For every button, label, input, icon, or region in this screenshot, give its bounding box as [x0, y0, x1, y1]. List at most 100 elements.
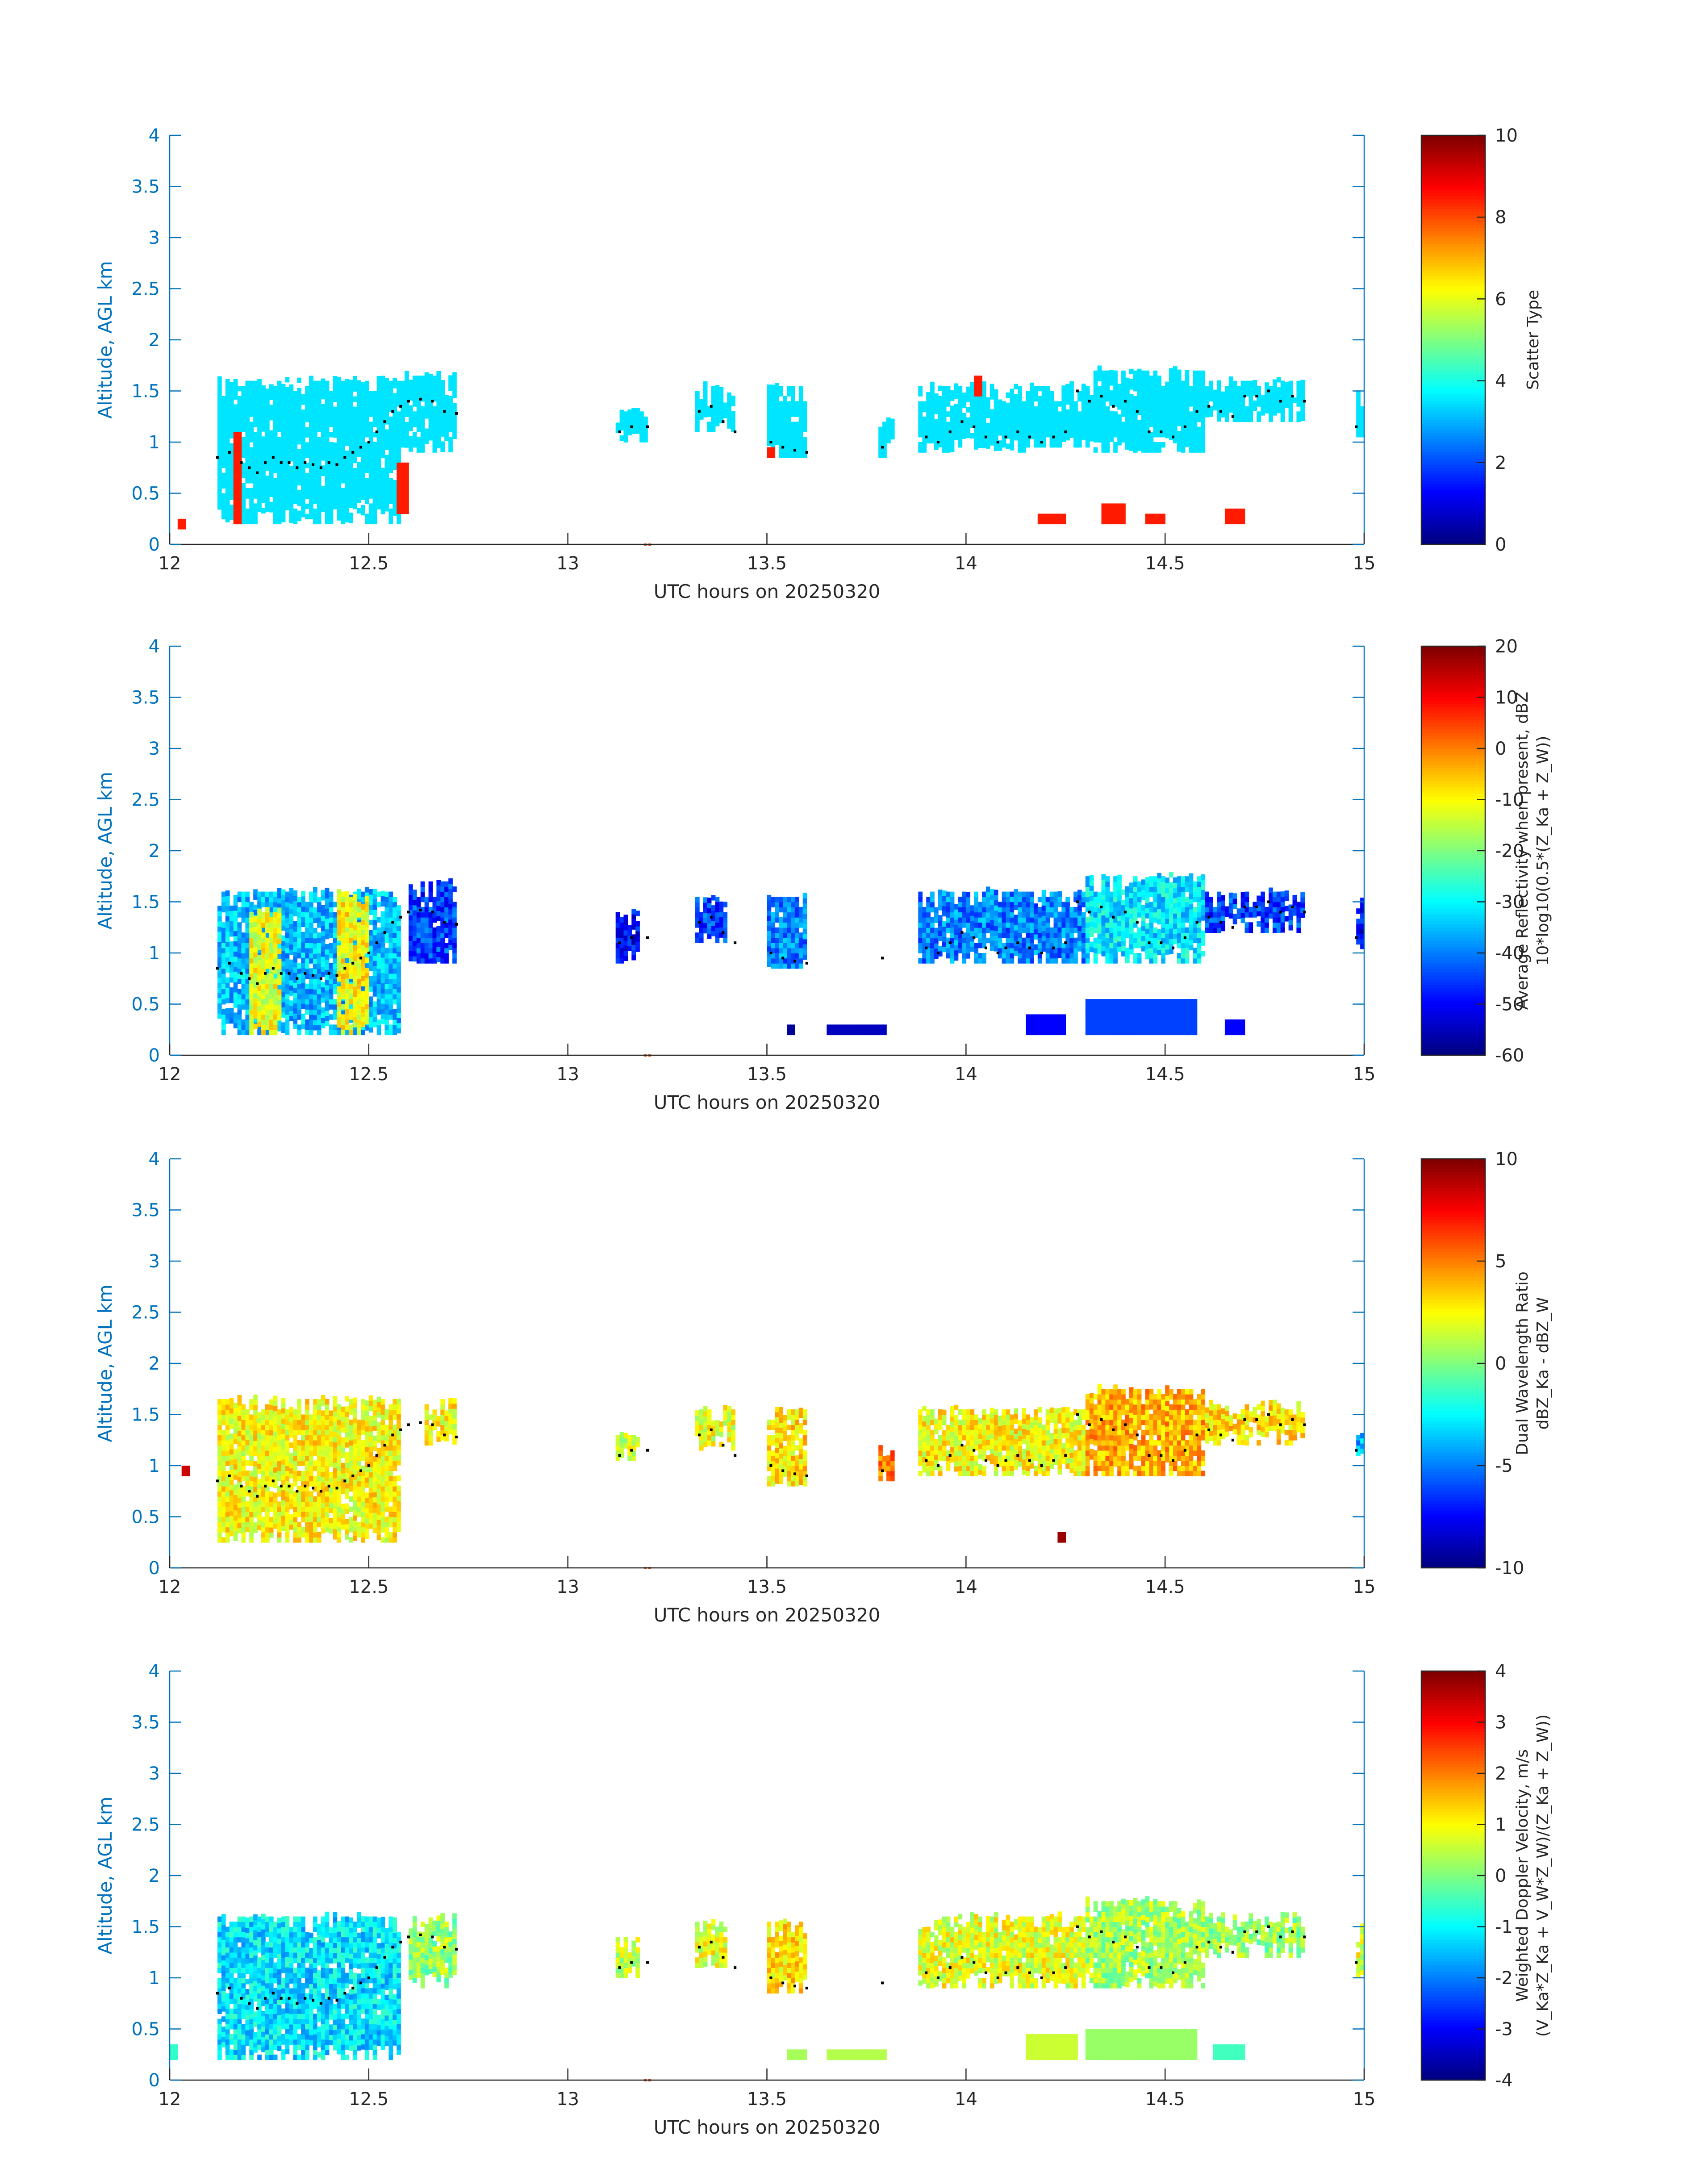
- colorbar-segment: [1421, 448, 1485, 452]
- data-cell: [783, 411, 787, 417]
- data-cell: [253, 972, 258, 978]
- data-cell: [432, 902, 437, 907]
- data-cell: [372, 1006, 377, 1012]
- data-cell: [301, 978, 305, 983]
- data-cell: [229, 479, 234, 485]
- data-cell: [1236, 386, 1241, 392]
- data-cell: [229, 977, 234, 983]
- data-cell: [245, 1024, 250, 1030]
- data-cell: [1081, 404, 1086, 410]
- cloud-base-dot: [359, 446, 362, 449]
- data-cell: [376, 917, 381, 923]
- data-cell: [357, 932, 361, 938]
- cloud-base-dot: [443, 410, 446, 413]
- data-cell: [273, 406, 278, 412]
- data-cell: [783, 932, 787, 938]
- data-cell: [237, 514, 242, 519]
- data-cell: [325, 1000, 330, 1006]
- colorbar-segment: [1421, 541, 1485, 545]
- data-cell: [333, 968, 338, 974]
- data-cell: [384, 891, 389, 897]
- data-cell: [1129, 414, 1134, 421]
- data-cell: [783, 442, 787, 448]
- data-cell: [1105, 380, 1110, 386]
- data-cell: [1045, 401, 1050, 407]
- data-cell: [416, 422, 421, 427]
- data-cell: [329, 442, 334, 448]
- data-cell: [1360, 406, 1365, 412]
- data-region: [1356, 391, 1365, 438]
- data-cell: [321, 384, 326, 389]
- colorbar-segment: [1421, 167, 1485, 171]
- data-cell: [1177, 405, 1182, 411]
- cloud-base-dot: [264, 461, 267, 464]
- data-cell: [345, 409, 349, 415]
- data-cell: [711, 391, 716, 397]
- data-cell: [719, 407, 724, 413]
- data-cell: [440, 902, 445, 907]
- data-cell: [297, 999, 301, 1005]
- data-cell: [1157, 380, 1161, 386]
- data-cell: [217, 391, 222, 397]
- data-cell: [1145, 422, 1150, 427]
- data-cell: [643, 426, 648, 432]
- data-cell: [1137, 440, 1142, 446]
- data-cell: [1117, 399, 1122, 405]
- data-cell: [1018, 411, 1022, 417]
- data-cell: [1201, 376, 1206, 381]
- data-cell: [986, 438, 990, 444]
- data-cell: [1193, 426, 1198, 432]
- data-cell: [1189, 442, 1194, 448]
- data-cell: [329, 493, 334, 499]
- data-cell: [950, 395, 955, 401]
- x-tick-label: 15: [1353, 553, 1376, 574]
- data-cell: [273, 897, 278, 903]
- data-cell: [882, 437, 887, 443]
- cloud-base-dot: [296, 466, 299, 469]
- data-cell: [1089, 395, 1094, 401]
- data-cell: [779, 897, 783, 903]
- data-cell: [249, 973, 254, 979]
- data-cell: [221, 1029, 226, 1036]
- data-cell: [731, 421, 735, 427]
- data-cell: [711, 401, 716, 407]
- data-cell: [695, 897, 700, 903]
- data-cell: [265, 496, 270, 501]
- data-cell: [623, 416, 628, 422]
- data-cell: [229, 1018, 234, 1024]
- data-cell: [317, 937, 322, 943]
- data-cell: [261, 927, 266, 933]
- data-region: [1145, 514, 1165, 525]
- data-cell: [357, 451, 361, 457]
- data-cell: [380, 391, 385, 397]
- data-cell: [229, 514, 234, 521]
- data-cell: [1165, 417, 1169, 423]
- data-cell: [321, 987, 326, 993]
- data-cell: [405, 401, 409, 407]
- data-cell: [412, 376, 417, 381]
- data-cell: [424, 382, 429, 388]
- data-cell: [357, 385, 361, 391]
- data-cell: [783, 447, 787, 453]
- data-cell: [409, 920, 413, 926]
- data-cell: [321, 951, 326, 957]
- x-tick-label: 13.5: [747, 553, 787, 574]
- data-cell: [217, 916, 222, 922]
- data-cell: [368, 483, 373, 489]
- data-cell: [333, 422, 338, 428]
- data-cell: [1053, 518, 1058, 525]
- data-cell: [1022, 432, 1026, 438]
- colorbar-segment: [1421, 468, 1485, 472]
- data-cell: [1117, 440, 1122, 446]
- data-cell: [424, 413, 429, 419]
- data-cell: [703, 412, 708, 418]
- data-cell: [376, 463, 381, 468]
- data-cell: [970, 382, 974, 388]
- data-cell: [221, 932, 226, 938]
- data-cell: [345, 973, 349, 979]
- data-cell: [241, 891, 246, 897]
- data-cell: [1244, 416, 1249, 422]
- data-cell: [436, 957, 441, 962]
- data-cell: [767, 440, 772, 447]
- data-cell: [436, 443, 441, 448]
